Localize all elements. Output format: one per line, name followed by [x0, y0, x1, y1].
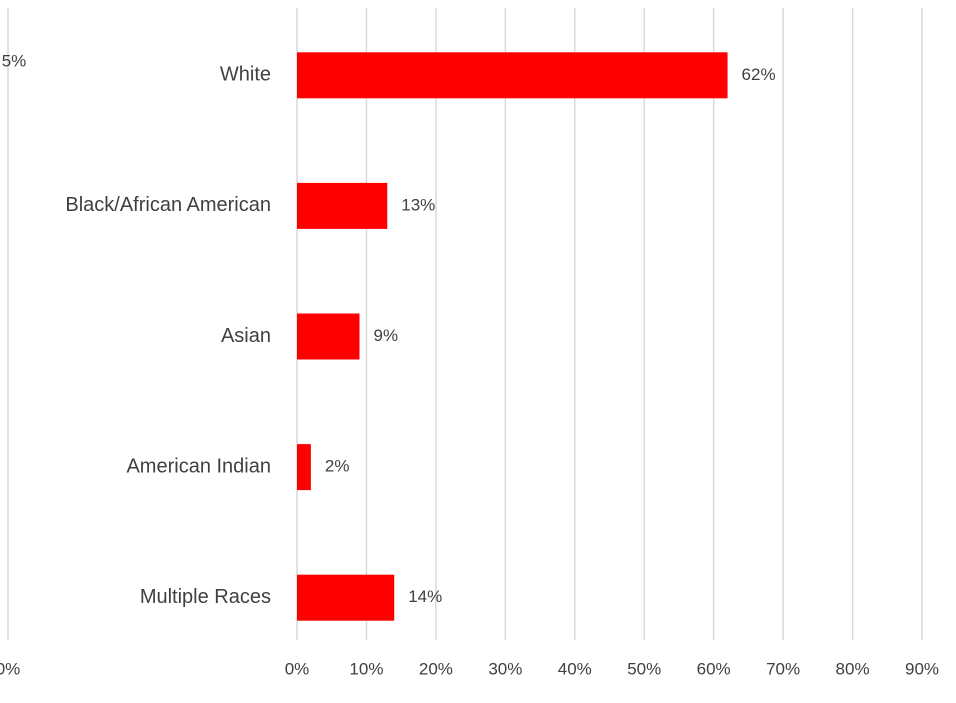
x-axis-tick-labels: 0% 10% 20% 30% 40% 50% 60% 70% 80% 90%: [285, 659, 939, 678]
category-label: American Indian: [126, 455, 271, 477]
bar: [297, 575, 394, 621]
data-labels: 62% 13% 9% 2% 14%: [325, 65, 776, 606]
x-tick-label: 70%: [766, 659, 800, 678]
data-label: 62%: [742, 65, 776, 84]
cropped-chart-fragment: 5% 0%: [0, 8, 26, 678]
category-labels: White Black/African American Asian American…: [65, 64, 271, 608]
data-label: 14%: [408, 587, 442, 606]
bar: [297, 444, 311, 490]
data-label: 2%: [325, 457, 350, 476]
x-tick-label: 0%: [0, 659, 20, 678]
x-tick-label: 40%: [558, 659, 592, 678]
data-label: 13%: [401, 195, 435, 214]
data-label: 9%: [374, 326, 399, 345]
bar: [297, 52, 728, 98]
x-tick-label: 60%: [697, 659, 731, 678]
x-tick-label: 80%: [836, 659, 870, 678]
x-tick-label: 90%: [905, 659, 939, 678]
bar: [297, 183, 387, 229]
bars: [297, 52, 728, 620]
category-label: Multiple Races: [140, 586, 271, 608]
x-tick-label: 10%: [349, 659, 383, 678]
data-label: 5%: [2, 51, 27, 70]
x-tick-label: 50%: [627, 659, 661, 678]
x-tick-label: 0%: [285, 659, 310, 678]
bar: [297, 314, 360, 360]
category-label: White: [220, 64, 271, 86]
gridlines: [297, 8, 922, 640]
x-tick-label: 30%: [488, 659, 522, 678]
category-label: Black/African American: [65, 194, 271, 216]
x-tick-label: 20%: [419, 659, 453, 678]
category-label: Asian: [221, 325, 271, 347]
